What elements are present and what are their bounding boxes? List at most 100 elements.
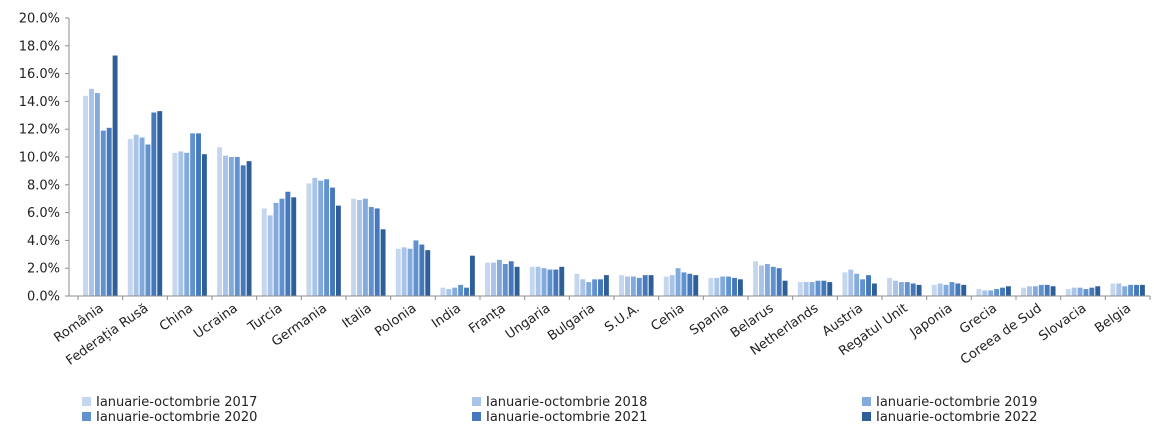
bar xyxy=(753,261,759,296)
bar xyxy=(1044,284,1050,296)
bar xyxy=(157,111,163,296)
bar xyxy=(815,280,821,296)
bars-group xyxy=(83,55,1145,297)
bar xyxy=(261,208,267,296)
y-axis-labels: 0.0% 2.0% 4.0% 6.0% 8.0% 10.0% 12.0% 14.0% 16.0%… xyxy=(19,12,60,305)
y-tick-label: 4.0% xyxy=(27,234,60,249)
y-tick-label: 6.0% xyxy=(27,206,60,221)
bar xyxy=(407,248,413,296)
bar xyxy=(574,273,580,296)
bar xyxy=(419,244,425,296)
bar xyxy=(943,284,949,296)
bar xyxy=(89,88,94,296)
x-category-label: Spania xyxy=(687,301,732,339)
x-category-label: Ungaria xyxy=(503,301,553,342)
bar xyxy=(529,266,535,296)
bar xyxy=(1095,286,1101,296)
bar xyxy=(803,282,809,296)
bar xyxy=(184,152,190,296)
bar xyxy=(737,279,743,296)
legend: Ianuarie-octombrie 2017 Ianuarie-octombri… xyxy=(82,395,1037,425)
bar xyxy=(440,287,446,296)
bar xyxy=(279,198,285,296)
bar xyxy=(988,290,994,296)
bar xyxy=(318,180,324,296)
bar xyxy=(246,161,252,296)
x-category-label: Polonia xyxy=(372,301,419,340)
x-category-label: Coreea de Sud xyxy=(958,301,1045,368)
bar xyxy=(630,276,636,296)
bar xyxy=(910,283,916,296)
y-tick-label: 14.0% xyxy=(19,95,60,110)
bar xyxy=(330,187,335,296)
bar xyxy=(770,266,776,296)
bar xyxy=(759,265,764,296)
bar xyxy=(714,277,720,296)
bar xyxy=(842,272,848,296)
bar xyxy=(291,197,297,296)
bar xyxy=(726,276,732,296)
bar xyxy=(496,259,502,296)
bar xyxy=(797,282,803,296)
bar xyxy=(916,284,922,296)
bar xyxy=(625,276,630,296)
bar xyxy=(267,215,273,296)
bar xyxy=(413,240,419,296)
bar xyxy=(535,266,541,296)
bar xyxy=(112,55,118,296)
bar xyxy=(553,269,559,296)
bar xyxy=(893,280,898,296)
bar xyxy=(976,289,982,296)
bar xyxy=(827,282,833,296)
bar xyxy=(949,282,955,296)
x-category-label: Franța xyxy=(466,301,508,337)
bar xyxy=(469,255,475,296)
bar xyxy=(720,276,726,296)
bar xyxy=(887,277,893,296)
legend-label: Ianuarie-octombrie 2017 xyxy=(96,395,257,410)
bar xyxy=(285,191,291,296)
y-tick-label: 0.0% xyxy=(27,290,60,305)
bar xyxy=(1128,284,1134,296)
bar xyxy=(324,179,330,296)
bar xyxy=(693,275,699,296)
bar xyxy=(1027,286,1032,296)
bar xyxy=(273,202,279,296)
bar xyxy=(821,280,827,296)
bar xyxy=(1134,284,1139,296)
bar xyxy=(708,277,714,296)
bar xyxy=(94,93,100,296)
bar xyxy=(580,279,586,296)
x-category-label: Federația Rusă xyxy=(64,301,152,369)
legend-label: Ianuarie-octombrie 2018 xyxy=(486,395,647,410)
bar xyxy=(127,138,133,296)
bar xyxy=(764,264,770,296)
bar xyxy=(848,269,854,296)
legend-swatch xyxy=(472,412,481,421)
bar xyxy=(133,134,139,296)
bar xyxy=(106,127,112,296)
x-category-label: Cehia xyxy=(648,301,687,334)
bar xyxy=(648,275,654,296)
bar xyxy=(100,130,106,296)
bar xyxy=(1065,289,1071,296)
bar xyxy=(1083,289,1089,296)
x-category-label: Ucraina xyxy=(191,301,240,342)
bar xyxy=(681,272,687,296)
legend-swatch xyxy=(82,397,91,406)
x-category-label: India xyxy=(429,301,464,332)
bar xyxy=(178,151,184,296)
bar xyxy=(380,229,386,296)
bar xyxy=(514,266,520,296)
bar xyxy=(1110,283,1116,296)
bar xyxy=(491,262,496,296)
bar xyxy=(776,268,782,296)
bar xyxy=(201,154,207,296)
bar xyxy=(782,280,788,296)
bar xyxy=(1077,287,1083,296)
y-tick-label: 16.0% xyxy=(19,67,60,82)
bar xyxy=(592,279,598,296)
bar xyxy=(1116,283,1122,296)
